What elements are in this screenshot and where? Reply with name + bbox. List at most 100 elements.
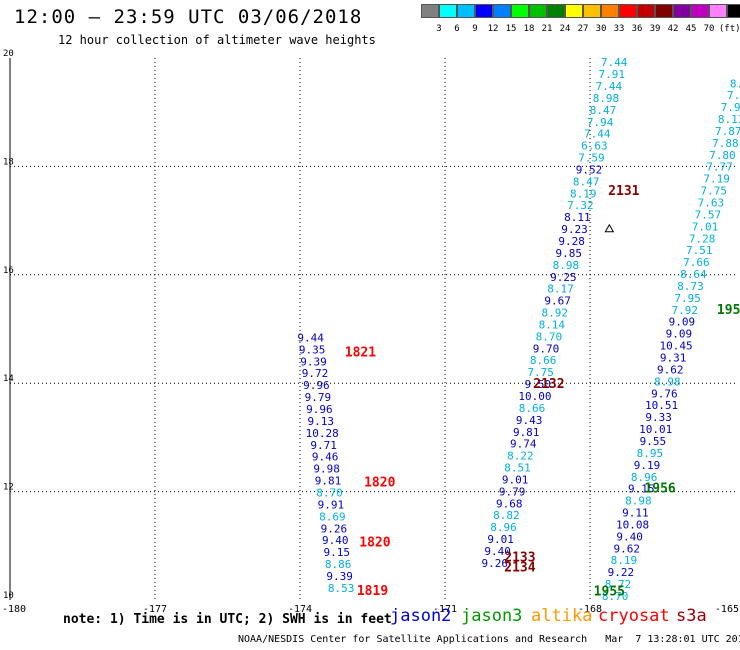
swh-value: 7.19: [703, 173, 730, 186]
swh-value: 7.80: [709, 149, 736, 162]
swh-value: 7.94: [721, 101, 740, 114]
pass-time-label: 1820: [359, 535, 390, 550]
swh-value: 9.70: [533, 342, 560, 355]
swh-value: 9.62: [657, 363, 684, 376]
swh-value: 9.62: [613, 542, 640, 555]
color-swatch: [511, 4, 529, 18]
swh-value: 10.45: [659, 340, 692, 353]
color-scale-label: 36: [631, 24, 643, 34]
swh-value: 8.70: [536, 330, 563, 343]
swh-value: 7.63: [698, 197, 725, 210]
swh-value: 8.96: [490, 521, 517, 534]
swh-value: 7.92: [671, 304, 698, 317]
swh-value: 8.19: [570, 187, 597, 200]
longitude-tick-label: -177: [143, 604, 167, 615]
footer-credit: NOAA/NESDIS Center for Satellite Applica…: [238, 634, 740, 645]
swh-value: 9.44: [297, 331, 324, 344]
swh-value: 7.91: [599, 68, 626, 81]
swh-value: 8.92: [541, 307, 568, 320]
swh-value: 7.95: [674, 292, 701, 305]
pass-time-label: 1956: [644, 482, 675, 497]
color-scale-label: 42: [667, 24, 679, 34]
color-swatch: [727, 4, 740, 18]
swh-value: 10.51: [645, 399, 678, 412]
swh-value: 8.11: [564, 211, 591, 224]
swh-value: 6.63: [581, 140, 608, 153]
color-scale-label: 39: [649, 24, 661, 34]
swh-value: 8.14: [539, 318, 566, 331]
longitude-tick-label: -165: [715, 604, 739, 615]
swh-value: 9.67: [544, 295, 571, 308]
color-swatch: [583, 4, 601, 18]
pass-time-label: 2134: [504, 560, 535, 575]
swh-value: 9.09: [669, 316, 696, 329]
swh-value: 8.19: [611, 554, 638, 567]
swh-value: 9.98: [313, 463, 340, 476]
color-swatch: [421, 4, 439, 18]
pass-time-label: 2132: [533, 377, 564, 392]
color-scale-label: 27: [577, 24, 589, 34]
swh-value: 9.22: [608, 566, 635, 579]
swh-value: 7.44: [584, 128, 611, 141]
swh-value: 7.94: [587, 116, 614, 129]
swh-value: 9.81: [513, 426, 540, 439]
swh-value: 9.55: [640, 435, 667, 448]
color-scale-label: 15: [505, 24, 517, 34]
swh-value: 9.26: [321, 522, 348, 535]
swh-value: 9.11: [622, 507, 649, 520]
swh-value: 8.66: [530, 354, 557, 367]
pass-time-label: 1955: [594, 585, 625, 600]
color-swatch: [439, 4, 457, 18]
latitude-tick-label: 16: [3, 266, 14, 276]
swh-value: 9.31: [660, 352, 687, 365]
swh-value: 9.76: [651, 387, 678, 400]
swh-value: 9.91: [318, 498, 345, 511]
swh-value: 9.28: [558, 235, 585, 248]
color-swatch: [691, 4, 709, 18]
swh-value: 9.79: [305, 391, 332, 404]
swh-value: 8.69: [319, 510, 346, 523]
swh-value: 9.79: [499, 485, 526, 498]
color-swatch: [709, 4, 727, 18]
swh-value: 7.75: [527, 366, 554, 379]
swh-value: 8.86: [325, 558, 352, 571]
swh-value: 9.81: [315, 475, 342, 488]
color-scale-label: 45: [685, 24, 697, 34]
color-swatch: [475, 4, 493, 18]
latitude-tick-label: 18: [3, 157, 14, 167]
swh-value: 7.59: [578, 152, 605, 165]
latitude-tick-label: 20: [3, 49, 14, 59]
color-swatch: [547, 4, 565, 18]
color-swatch: [619, 4, 637, 18]
color-scale-label: 30: [595, 24, 607, 34]
swh-value: 9.39: [326, 570, 353, 583]
swh-value: 8.98: [553, 259, 580, 272]
swh-value: 7.77: [706, 161, 733, 174]
swh-value: 9.23: [561, 223, 588, 236]
swh-value: 7.01: [692, 220, 719, 233]
longitude-tick-label: -171: [433, 604, 457, 615]
swh-value: 10.00: [518, 390, 551, 403]
swh-value: 7.88: [712, 137, 739, 150]
legend-jason3: jason3: [461, 606, 523, 626]
color-scale-label: 12: [487, 24, 499, 34]
color-swatch: [601, 4, 619, 18]
swh-value: 9.40: [322, 534, 349, 547]
swh-value: 8.53: [328, 582, 355, 595]
color-scale-unit: (ft): [718, 24, 740, 34]
swh-value: 7.44: [596, 80, 623, 93]
longitude-tick-label: -168: [578, 604, 602, 615]
legend-altika: altika: [531, 606, 593, 626]
latitude-tick-label: 12: [3, 483, 14, 493]
swh-value: 9.52: [576, 163, 603, 176]
swh-value: 7.57: [695, 208, 722, 221]
swh-value: 7.75: [700, 185, 727, 198]
latitude-tick-label: 10: [3, 591, 14, 601]
swh-value: 8.96: [631, 471, 658, 484]
map-subtitle: 12 hour collection of altimeter wave hei…: [58, 33, 376, 47]
swh-value: 8.98: [654, 375, 681, 388]
color-swatch: [673, 4, 691, 18]
swh-value: 7.28: [689, 232, 716, 245]
swh-value: 9.72: [302, 367, 329, 380]
color-scale-label: 9: [472, 24, 478, 34]
